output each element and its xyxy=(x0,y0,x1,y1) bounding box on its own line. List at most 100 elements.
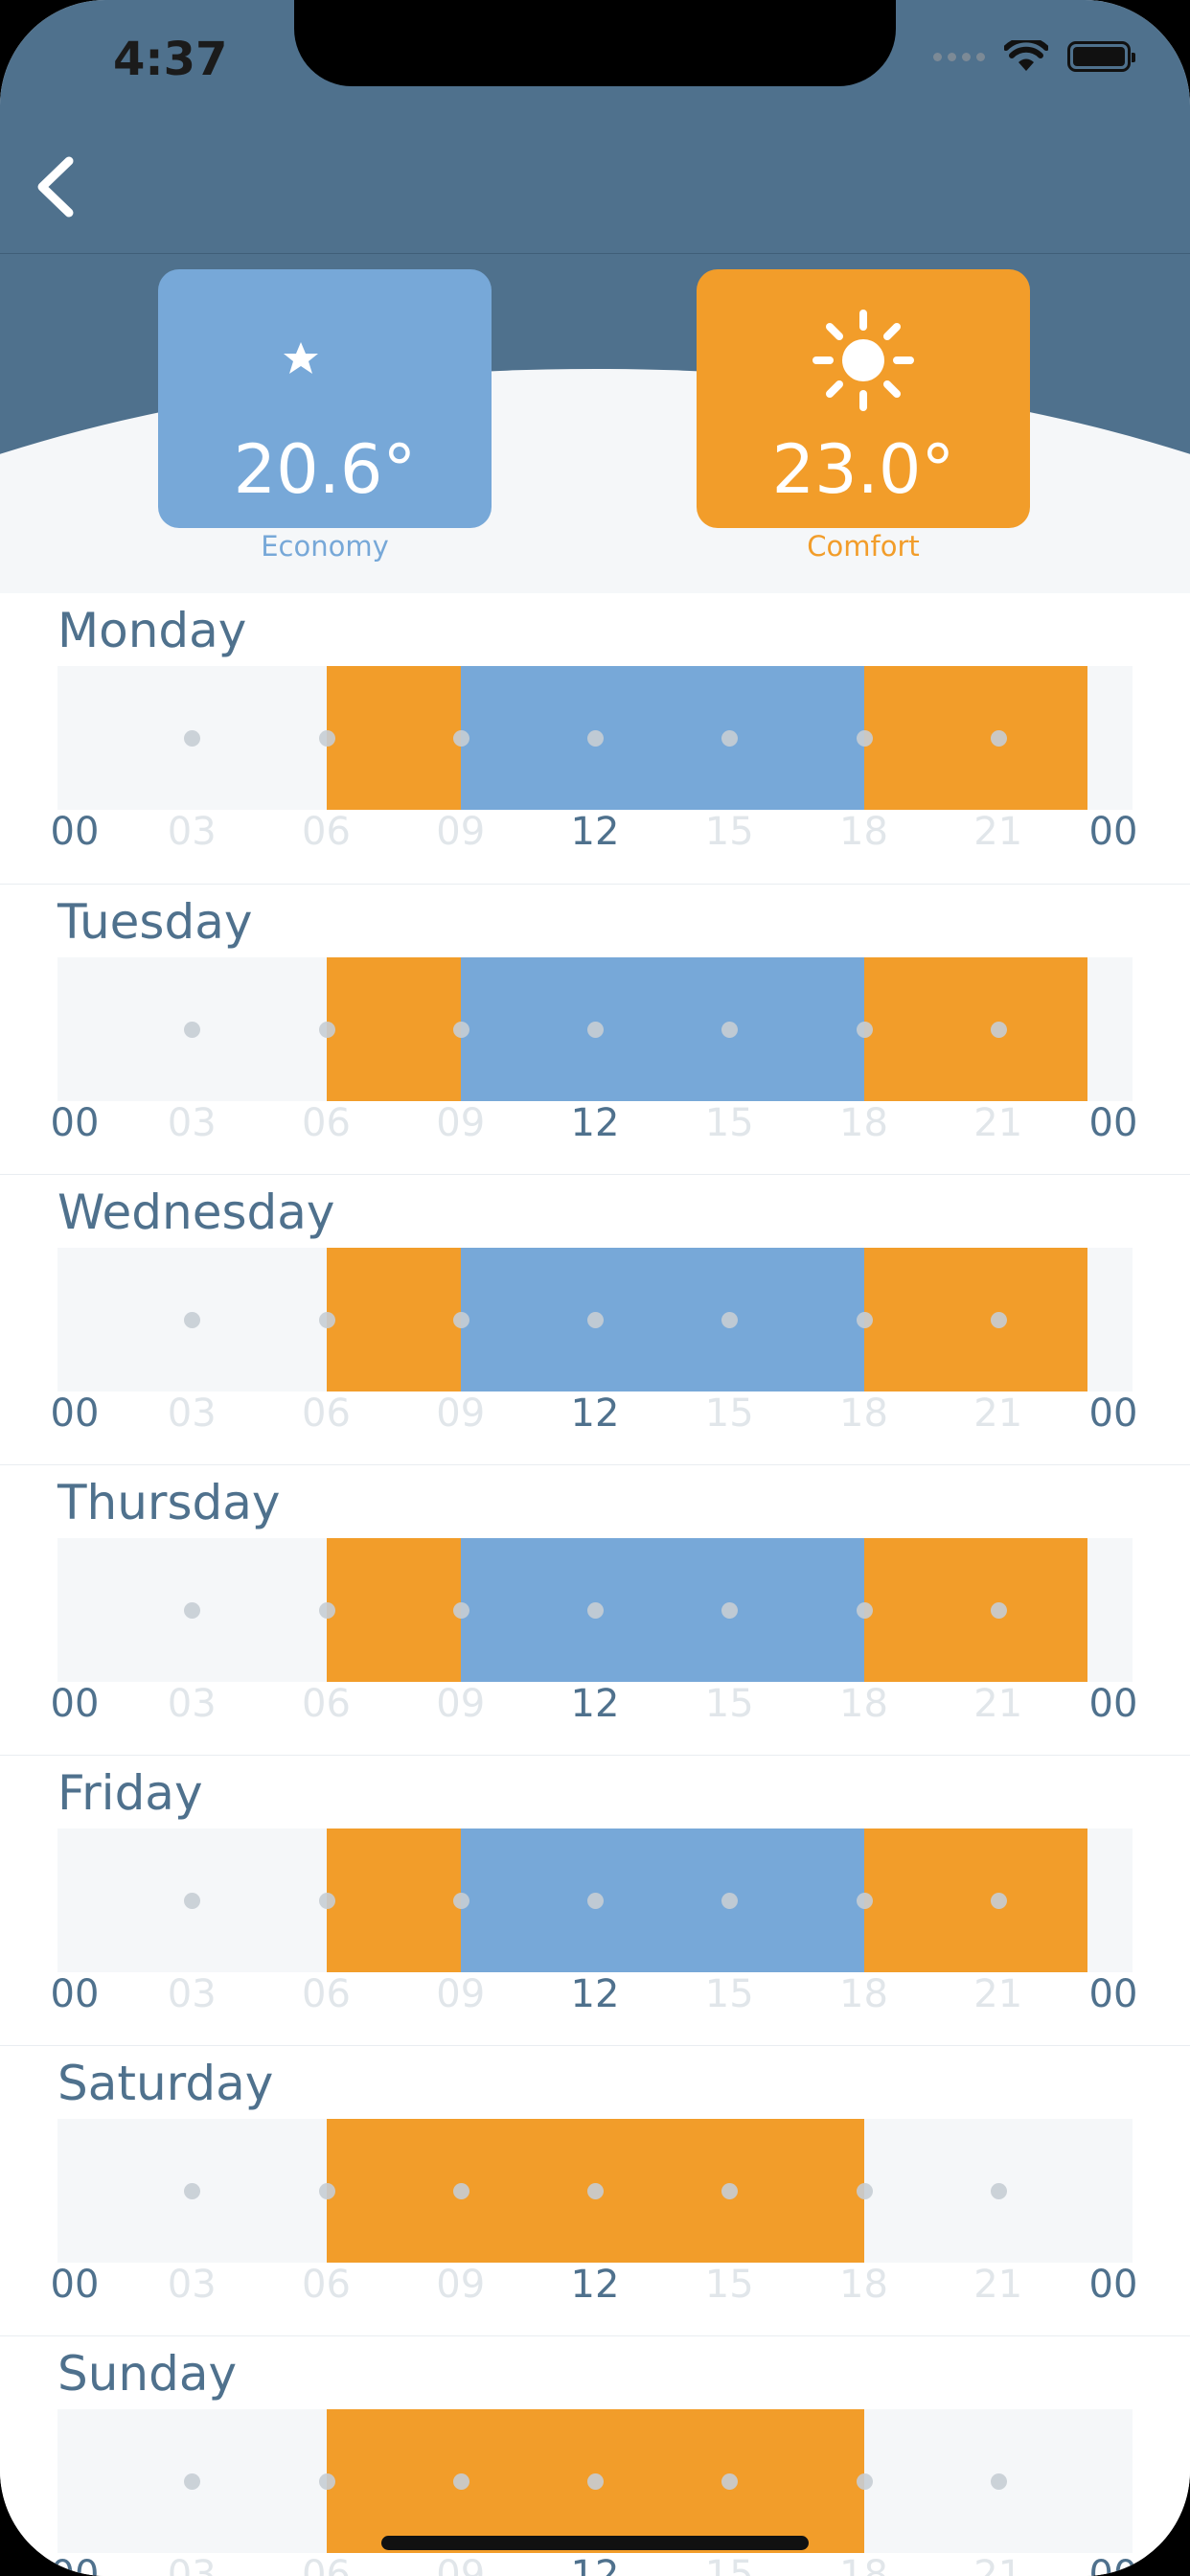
hour-tick-label: 00 xyxy=(1088,810,1138,854)
economy-segment[interactable] xyxy=(460,1538,864,1682)
hour-tick-label: 06 xyxy=(302,1682,351,1726)
hour-marker-dot xyxy=(587,730,604,747)
hour-tick-label: 06 xyxy=(302,1972,351,2016)
comfort-segment[interactable] xyxy=(863,957,1088,1101)
hour-tick-label: 15 xyxy=(704,2553,754,2576)
day-name: Sunday xyxy=(57,2346,238,2402)
day-row[interactable]: Tuesday 00 03 06 09 12 15 18 21 00 xyxy=(0,884,1190,1174)
hour-marker-dot xyxy=(990,1022,1007,1038)
header-divider xyxy=(0,253,1190,254)
day-name: Monday xyxy=(57,603,247,658)
day-row[interactable]: Monday 00 03 06 09 12 15 18 21 00 xyxy=(0,593,1190,884)
hour-marker-dot xyxy=(990,730,1007,747)
hour-tick-label: 12 xyxy=(570,1682,620,1726)
hour-tick-label: 21 xyxy=(973,1972,1023,2016)
hour-marker-dot xyxy=(721,1312,739,1328)
hour-marker-dot xyxy=(990,1312,1007,1328)
hour-marker-dot xyxy=(721,730,739,747)
hour-tick-label: 21 xyxy=(973,1682,1023,1726)
comfort-mode-card[interactable]: 23.0° xyxy=(697,269,1030,528)
hour-tick-label: 00 xyxy=(1088,1972,1138,2016)
hour-marker-dot xyxy=(587,1893,604,1909)
comfort-segment[interactable] xyxy=(863,666,1088,810)
hour-tick-label: 03 xyxy=(167,1101,217,1145)
status-time: 4:37 xyxy=(113,33,228,86)
day-timeline[interactable] xyxy=(57,1828,1133,1972)
hour-tick-label: 18 xyxy=(839,2553,888,2576)
day-row[interactable]: Sunday 00 03 06 09 12 15 18 21 00 xyxy=(0,2335,1190,2576)
hour-marker-dot xyxy=(856,2183,873,2199)
hour-tick-label: 12 xyxy=(570,2263,620,2307)
moon-star-icon xyxy=(284,313,370,398)
economy-segment[interactable] xyxy=(460,957,864,1101)
hour-marker-dot xyxy=(452,2473,469,2490)
hour-tick-label: 15 xyxy=(704,1682,754,1726)
day-row[interactable]: Friday 00 03 06 09 12 15 18 21 00 xyxy=(0,1755,1190,2045)
home-indicator[interactable] xyxy=(381,2536,809,2550)
hour-marker-dot xyxy=(318,1022,335,1038)
comfort-segment[interactable] xyxy=(863,1538,1088,1682)
comfort-segment[interactable] xyxy=(326,1248,461,1392)
day-name: Tuesday xyxy=(57,894,253,950)
hour-tick-label: 03 xyxy=(167,1392,217,1436)
comfort-temperature: 23.0° xyxy=(771,430,955,509)
economy-label: Economy xyxy=(261,530,389,563)
hour-tick-label: 18 xyxy=(839,1101,888,1145)
hour-marker-dot xyxy=(856,1022,873,1038)
hour-marker-dot xyxy=(184,1022,201,1038)
hour-marker-dot xyxy=(318,2473,335,2490)
comfort-segment[interactable] xyxy=(326,666,461,810)
comfort-segment[interactable] xyxy=(326,957,461,1101)
hour-tick-label: 09 xyxy=(436,1392,486,1436)
hour-tick-label: 09 xyxy=(436,2263,486,2307)
comfort-segment[interactable] xyxy=(863,1248,1088,1392)
back-chevron-icon[interactable] xyxy=(29,153,86,220)
weekly-schedule: Monday 00 03 06 09 12 15 18 21 00 Tuesday 00 03 06 09 1… xyxy=(0,593,1190,2576)
day-timeline[interactable] xyxy=(57,2119,1133,2263)
hour-tick-label: 00 xyxy=(50,1101,100,1145)
day-timeline[interactable] xyxy=(57,666,1133,810)
day-row[interactable]: Saturday 00 03 06 09 12 15 18 21 00 xyxy=(0,2045,1190,2335)
hour-tick-label: 12 xyxy=(570,1972,620,2016)
day-name: Thursday xyxy=(57,1475,281,1530)
comfort-segment[interactable] xyxy=(326,1828,461,1972)
day-name: Friday xyxy=(57,1765,203,1821)
hour-marker-dot xyxy=(990,1893,1007,1909)
hour-tick-label: 21 xyxy=(973,2263,1023,2307)
hour-tick-label: 09 xyxy=(436,810,486,854)
hour-tick-label: 06 xyxy=(302,2263,351,2307)
hour-tick-label: 09 xyxy=(436,1101,486,1145)
hour-tick-label: 00 xyxy=(50,810,100,854)
economy-mode-card[interactable]: 20.6° xyxy=(158,269,492,528)
hour-tick-label: 03 xyxy=(167,2263,217,2307)
comfort-segment[interactable] xyxy=(326,1538,461,1682)
economy-segment[interactable] xyxy=(460,1828,864,1972)
hour-tick-label: 00 xyxy=(50,2263,100,2307)
hour-marker-dot xyxy=(721,1022,739,1038)
hour-marker-dot xyxy=(318,2183,335,2199)
hour-tick-label: 12 xyxy=(570,1101,620,1145)
hour-tick-label: 09 xyxy=(436,1972,486,2016)
hour-tick-label: 00 xyxy=(1088,2263,1138,2307)
hour-tick-label: 21 xyxy=(973,810,1023,854)
hour-marker-dot xyxy=(856,1602,873,1619)
day-timeline[interactable] xyxy=(57,1538,1133,1682)
hour-marker-dot xyxy=(318,1602,335,1619)
day-timeline[interactable] xyxy=(57,2409,1133,2553)
battery-icon xyxy=(1067,41,1135,72)
day-row[interactable]: Wednesday 00 03 06 09 12 15 18 21 00 xyxy=(0,1174,1190,1464)
hour-marker-dot xyxy=(721,1602,739,1619)
hour-marker-dot xyxy=(721,1893,739,1909)
comfort-segment[interactable] xyxy=(863,1828,1088,1972)
day-timeline[interactable] xyxy=(57,957,1133,1101)
hour-marker-dot xyxy=(318,730,335,747)
hour-marker-dot xyxy=(990,2473,1007,2490)
day-timeline[interactable] xyxy=(57,1248,1133,1392)
day-row[interactable]: Thursday 00 03 06 09 12 15 18 21 00 xyxy=(0,1464,1190,1755)
hour-marker-dot xyxy=(452,730,469,747)
economy-segment[interactable] xyxy=(460,1248,864,1392)
hour-marker-dot xyxy=(184,1893,201,1909)
economy-segment[interactable] xyxy=(460,666,864,810)
hour-tick-label: 00 xyxy=(1088,1392,1138,1436)
hour-tick-label: 03 xyxy=(167,1972,217,2016)
